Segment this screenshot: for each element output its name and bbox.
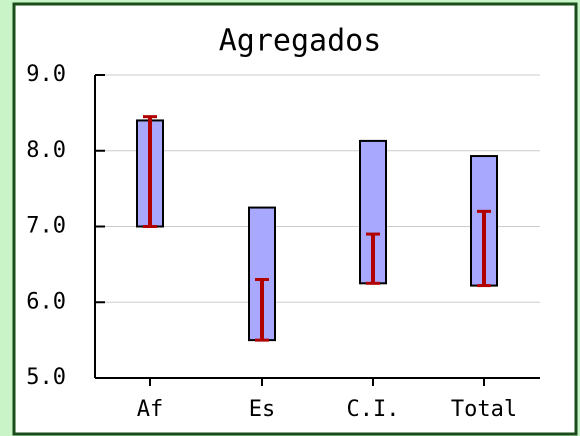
y-tick-label: 5.0	[26, 365, 66, 390]
x-tick-label: Af	[137, 397, 164, 422]
x-tick-label: Es	[249, 397, 276, 422]
y-tick-label: 8.0	[26, 138, 66, 163]
chart-title: Agregados	[219, 24, 382, 59]
x-tick-label: C.I.	[347, 397, 400, 422]
y-tick-label: 6.0	[26, 289, 66, 314]
y-tick-label: 7.0	[26, 214, 66, 239]
y-tick-label: 9.0	[26, 62, 66, 87]
x-tick-label: Total	[451, 397, 517, 422]
